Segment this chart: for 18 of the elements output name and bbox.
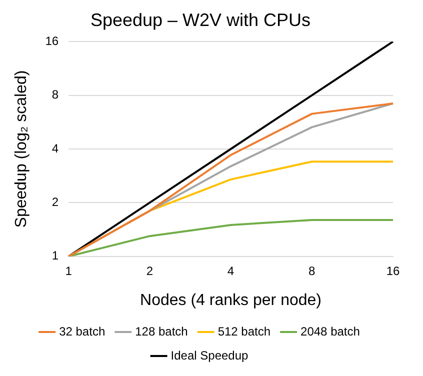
y-axis-title: Speedup (log₂ scaled): [13, 70, 30, 228]
legend-label: 2048 batch: [300, 324, 360, 338]
legend-label: Ideal Speedup: [170, 348, 249, 362]
legend-label: 512 batch: [218, 324, 271, 338]
y-tick-label: 8: [52, 88, 59, 102]
chart-title: Speedup – W2V with CPUs: [90, 10, 311, 30]
legend-label: 128 batch: [135, 324, 188, 338]
y-tick-label: 1: [52, 248, 59, 263]
y-tick-label: 2: [52, 195, 59, 210]
y-tick-label: 16: [45, 34, 59, 48]
x-axis-title: Nodes (4 ranks per node): [140, 292, 322, 309]
y-tick-label: 4: [52, 141, 59, 156]
x-tick-label: 16: [386, 264, 400, 278]
x-tick-label: 1: [65, 264, 72, 278]
x-tick-label: 4: [227, 264, 234, 278]
legend-label: 32 batch: [59, 324, 106, 338]
x-tick-label: 8: [308, 264, 316, 278]
x-tick-label: 2: [146, 264, 154, 278]
